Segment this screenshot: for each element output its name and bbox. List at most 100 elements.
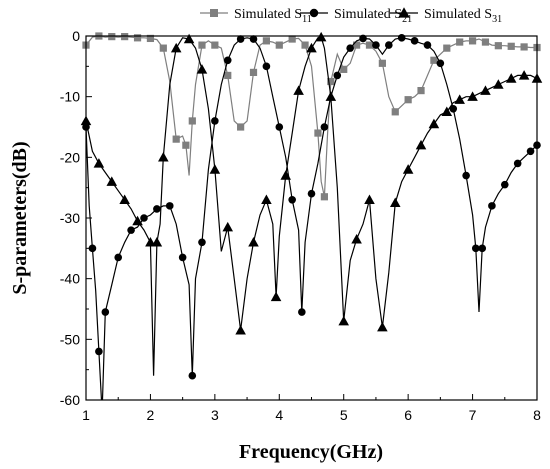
- data-point: [494, 42, 502, 50]
- data-point: [188, 371, 197, 380]
- data-point: [454, 94, 465, 104]
- data-point: [275, 123, 284, 131]
- legend-marker: [210, 9, 218, 17]
- legend-marker: [398, 7, 410, 18]
- data-point: [249, 35, 258, 43]
- data-point: [377, 321, 388, 332]
- data-point: [430, 56, 438, 64]
- legend-label-main: Simulated S: [234, 7, 302, 22]
- legend-label-sub: 21: [402, 14, 412, 25]
- data-point: [280, 170, 292, 180]
- x-tick-label: 5: [340, 407, 348, 423]
- data-point: [106, 176, 118, 186]
- data-point: [320, 123, 329, 131]
- data-point: [95, 347, 103, 356]
- data-point: [389, 197, 401, 208]
- series-s31: [80, 31, 543, 376]
- data-point: [121, 33, 129, 41]
- data-point: [338, 315, 349, 326]
- x-tick-label: 2: [147, 407, 155, 423]
- data-point: [500, 180, 509, 189]
- data-point: [165, 202, 174, 210]
- data-point: [101, 308, 110, 316]
- legend-label: Simulated S11: [234, 7, 312, 25]
- data-point: [235, 324, 246, 335]
- data-point: [170, 42, 182, 53]
- data-point: [288, 35, 296, 43]
- data-point: [237, 123, 245, 131]
- data-point: [88, 244, 97, 253]
- data-point: [333, 71, 342, 80]
- series-line: [86, 36, 537, 197]
- data-point: [114, 253, 123, 262]
- data-point: [327, 77, 335, 86]
- legend-marker: [309, 8, 319, 18]
- legend-label: Simulated S21: [334, 7, 412, 25]
- data-point: [178, 253, 187, 262]
- data-point: [198, 238, 206, 247]
- data-point: [183, 33, 195, 44]
- data-point: [505, 73, 517, 83]
- x-tick-label: 6: [404, 407, 412, 423]
- data-point: [417, 87, 425, 95]
- y-axis-title: S-parameters(dB): [9, 141, 31, 294]
- data-point: [222, 221, 234, 232]
- data-point: [481, 38, 490, 46]
- series-s21: [82, 34, 541, 400]
- data-point: [315, 31, 327, 42]
- data-point: [275, 41, 283, 49]
- data-point: [456, 38, 464, 46]
- series-line: [86, 37, 537, 400]
- data-point: [364, 194, 375, 205]
- data-point: [353, 41, 361, 49]
- data-point: [314, 129, 322, 137]
- series-s11: [82, 32, 541, 201]
- data-point: [270, 291, 282, 302]
- data-point: [307, 189, 316, 198]
- data-point: [262, 37, 270, 45]
- data-point: [423, 41, 432, 49]
- y-tick-label: -10: [60, 89, 80, 105]
- legend-label: Simulated S31: [424, 7, 502, 25]
- data-point: [325, 91, 337, 101]
- data-point: [249, 68, 258, 76]
- data-point: [443, 44, 451, 52]
- legend-entry-s31: Simulated S31: [390, 7, 502, 25]
- data-point: [462, 171, 470, 180]
- legend-label-sub: 11: [302, 14, 312, 25]
- data-point: [172, 135, 180, 143]
- legend-entry-s21: Simulated S21: [300, 7, 412, 25]
- y-tick-label: -50: [60, 331, 80, 347]
- data-point: [340, 65, 348, 73]
- data-point: [288, 196, 296, 204]
- data-point: [385, 41, 393, 49]
- data-point: [188, 117, 196, 125]
- data-point: [196, 64, 208, 74]
- data-point: [428, 118, 440, 129]
- data-point: [198, 41, 206, 49]
- data-point: [211, 41, 219, 49]
- data-point: [146, 34, 155, 43]
- data-point: [108, 33, 116, 41]
- data-point: [402, 164, 414, 174]
- data-point: [526, 147, 535, 156]
- legend-entry-s11: Simulated S11: [200, 7, 312, 25]
- data-point: [209, 164, 221, 174]
- data-point: [397, 34, 406, 42]
- y-tick-label: -40: [60, 271, 80, 287]
- y-tick-label: -20: [60, 149, 80, 165]
- data-point: [480, 85, 491, 95]
- plot-frame: [85, 35, 538, 401]
- data-point: [211, 117, 219, 125]
- data-point: [410, 37, 419, 45]
- data-point: [153, 205, 161, 213]
- x-tick-label: 3: [211, 407, 219, 423]
- x-tick-label: 7: [469, 407, 477, 423]
- legend: Simulated S11 Simulated S21 Simulated S31: [200, 7, 502, 25]
- data-point: [298, 308, 306, 316]
- data-point: [223, 56, 232, 65]
- data-point: [471, 244, 480, 253]
- legend-label-sub: 31: [492, 14, 502, 25]
- data-point: [261, 194, 272, 205]
- series-layer: [80, 31, 543, 400]
